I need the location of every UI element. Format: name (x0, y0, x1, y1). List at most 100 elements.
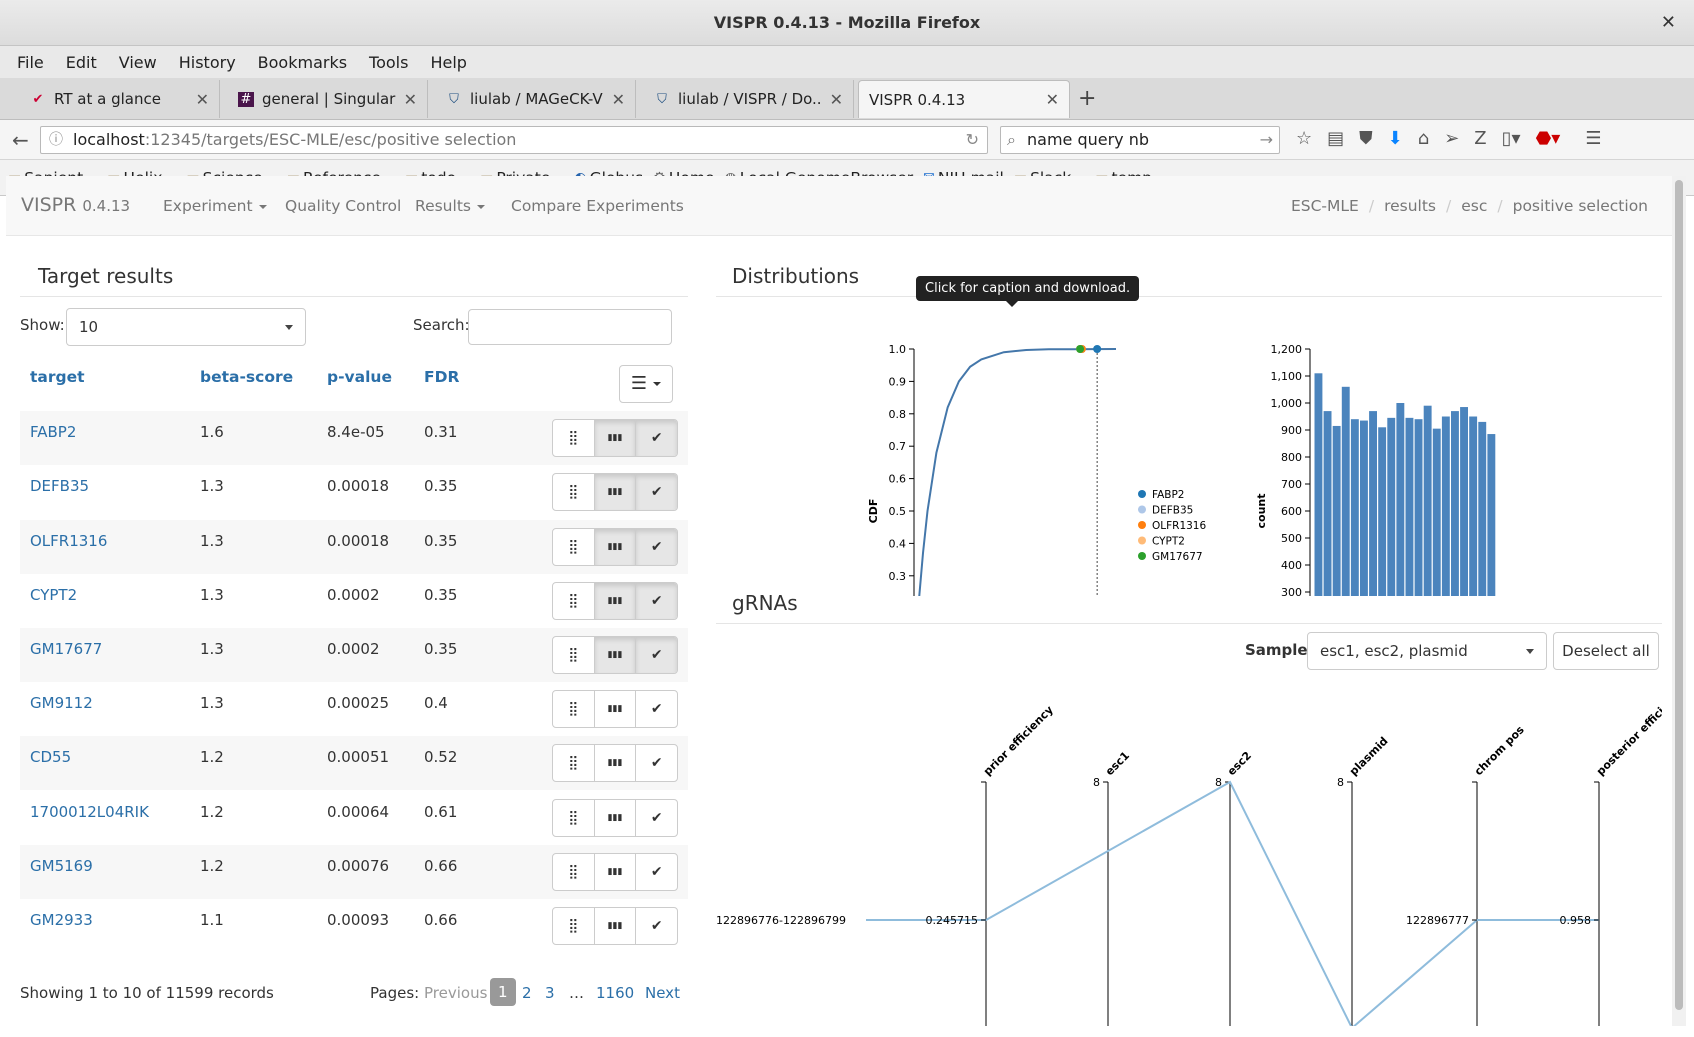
reading-list-icon[interactable]: ▤ (1327, 128, 1345, 149)
menu-help[interactable]: Help (430, 52, 467, 72)
bar-chart-icon[interactable]: ▮▮▮ (595, 854, 637, 890)
close-tab-icon[interactable]: ✕ (195, 89, 209, 109)
samples-select[interactable]: esc1, esc2, plasmid (1307, 632, 1547, 670)
menu-history[interactable]: History (178, 52, 236, 72)
bar-chart-icon[interactable]: ▮▮▮ (594, 529, 637, 565)
tab-slack[interactable]: # general | Singularit... ✕ (228, 80, 428, 118)
close-icon[interactable]: ✕ (1660, 12, 1676, 33)
breadcrumb-selection[interactable]: positive selection (1512, 197, 1648, 215)
select-check-icon[interactable]: ✔ (650, 701, 663, 717)
grna-plot-icon[interactable]: ⣿ (553, 691, 595, 727)
select-check-icon[interactable]: ✔ (636, 474, 677, 510)
grna-plot-icon[interactable]: ⣿ (553, 583, 595, 619)
tab-vispr-docs[interactable]: ⛉ liulab / VISPR / Do... ✕ (644, 80, 854, 118)
page-icon[interactable]: ▯▾ (1501, 128, 1521, 149)
target-cell[interactable]: GM5169 (30, 857, 93, 875)
close-tab-icon[interactable]: ✕ (829, 89, 843, 109)
select-check-icon[interactable]: ✔ (636, 529, 677, 565)
grna-plot-icon[interactable]: ⣿ (553, 637, 595, 673)
menu-bookmarks[interactable]: Bookmarks (257, 52, 348, 72)
target-cell[interactable]: FABP2 (30, 423, 77, 441)
new-tab-icon[interactable]: + (1078, 86, 1097, 111)
page-2[interactable]: 2 (522, 984, 532, 1002)
target-cell[interactable]: GM2933 (30, 911, 93, 929)
nav-results[interactable]: Results (415, 197, 485, 215)
page-scrollbar[interactable] (1672, 176, 1686, 1026)
table-search-input[interactable] (468, 309, 672, 345)
url-bar[interactable]: ⓘ localhost:12345/targets/ESC-MLE/esc/po… (40, 126, 988, 154)
target-cell[interactable]: GM9112 (30, 694, 93, 712)
bar-chart-icon[interactable]: ▮▮▮ (595, 691, 637, 727)
grna-plot-icon[interactable]: ⣿ (553, 529, 595, 565)
reload-icon[interactable]: ↻ (965, 130, 979, 149)
breadcrumb-experiment[interactable]: ESC-MLE (1290, 197, 1359, 215)
search-bar[interactable]: ⌕ name query nb → (1000, 126, 1280, 154)
column-header-fdr[interactable]: FDR (424, 368, 460, 386)
breadcrumb-results[interactable]: results (1384, 197, 1436, 215)
nav-experiment[interactable]: Experiment (163, 197, 267, 215)
next-page[interactable]: Next (645, 984, 680, 1002)
bar-chart-icon[interactable]: ▮▮▮ (595, 908, 637, 944)
page-3[interactable]: 3 (545, 984, 555, 1002)
grna-plot-icon[interactable]: ⣿ (553, 745, 595, 781)
cdf-chart[interactable]: 0.00.10.20.30.40.50.60.70.80.91.00.00.51… (816, 296, 1206, 596)
nav-compare-experiments[interactable]: Compare Experiments (511, 197, 684, 215)
grna-plot-icon[interactable]: ⣿ (553, 474, 595, 510)
grna-plot-icon[interactable]: ⣿ (553, 854, 595, 890)
select-check-icon[interactable]: ✔ (636, 583, 677, 619)
page-1[interactable]: 1 (490, 978, 516, 1006)
grna-parallel-coordinates[interactable]: prior efficiency esc18esc28plasmid8chrom … (716, 676, 1662, 1026)
menu-view[interactable]: View (118, 52, 157, 72)
nav-quality-control[interactable]: Quality Control (285, 197, 402, 215)
column-header-beta-score[interactable]: beta-score (200, 368, 294, 386)
brand[interactable]: VISPR 0.4.13 (21, 194, 131, 216)
column-header-p-value[interactable]: p-value (327, 368, 392, 386)
downloads-icon[interactable]: ⬇ (1387, 128, 1403, 149)
back-icon[interactable]: ← (12, 128, 29, 152)
select-check-icon[interactable]: ✔ (650, 810, 663, 826)
column-visibility-button[interactable]: ☰ (619, 365, 673, 403)
pvalue-histogram[interactable]: 01002003004005006007008009001,0001,1001,… (1240, 296, 1560, 596)
column-header-target[interactable]: target (30, 368, 85, 386)
target-cell[interactable]: DEFB35 (30, 477, 90, 495)
target-cell[interactable]: 1700012L04RIK (30, 803, 149, 821)
breadcrumb-esc[interactable]: esc (1461, 197, 1488, 215)
home-icon[interactable]: ⌂ (1417, 128, 1430, 149)
info-icon[interactable]: ⓘ (49, 132, 63, 148)
menu-edit[interactable]: Edit (65, 52, 97, 72)
target-cell[interactable]: OLFR1316 (30, 532, 108, 550)
hamburger-menu-icon[interactable]: ☰ (1585, 128, 1602, 149)
select-check-icon[interactable]: ✔ (650, 755, 663, 771)
grna-plot-icon[interactable]: ⣿ (553, 420, 595, 456)
bar-chart-icon[interactable]: ▮▮▮ (594, 637, 637, 673)
menu-tools[interactable]: Tools (369, 52, 409, 72)
tab-mageck[interactable]: ⛉ liulab / MAGeCK-VI... ✕ (436, 80, 636, 118)
select-check-icon[interactable]: ✔ (636, 420, 677, 456)
select-check-icon[interactable]: ✔ (636, 637, 677, 673)
target-cell[interactable]: CYPT2 (30, 586, 78, 604)
target-cell[interactable]: CD55 (30, 748, 72, 766)
previous-page[interactable]: Previous (424, 984, 488, 1002)
bar-chart-icon[interactable]: ▮▮▮ (595, 800, 637, 836)
menu-file[interactable]: File (17, 52, 44, 72)
bookmark-star-icon[interactable]: ☆ (1296, 128, 1313, 149)
close-tab-icon[interactable]: ✕ (403, 89, 417, 109)
tab-rt[interactable]: ✔ RT at a glance ✕ (20, 80, 220, 118)
scrollbar-thumb[interactable] (1675, 180, 1683, 1010)
close-tab-icon[interactable]: ✕ (611, 89, 625, 109)
select-check-icon[interactable]: ✔ (650, 918, 663, 934)
zotero-icon[interactable]: Z (1474, 128, 1487, 149)
bar-chart-icon[interactable]: ▮▮▮ (594, 420, 637, 456)
page-last[interactable]: 1160 (596, 984, 635, 1002)
grna-plot-icon[interactable]: ⣿ (553, 800, 595, 836)
grna-plot-icon[interactable]: ⣿ (553, 908, 595, 944)
bar-chart-icon[interactable]: ▮▮▮ (595, 745, 637, 781)
page-length-select[interactable]: 10 (66, 308, 306, 346)
tab-vispr[interactable]: VISPR 0.4.13 ✕ (858, 80, 1070, 118)
close-tab-icon[interactable]: ✕ (1045, 90, 1059, 109)
search-go-icon[interactable]: → (1259, 130, 1273, 149)
select-check-icon[interactable]: ✔ (650, 864, 663, 880)
bar-chart-icon[interactable]: ▮▮▮ (594, 474, 637, 510)
bar-chart-icon[interactable]: ▮▮▮ (594, 583, 637, 619)
pocket-icon[interactable]: ⛊ (1359, 128, 1373, 149)
